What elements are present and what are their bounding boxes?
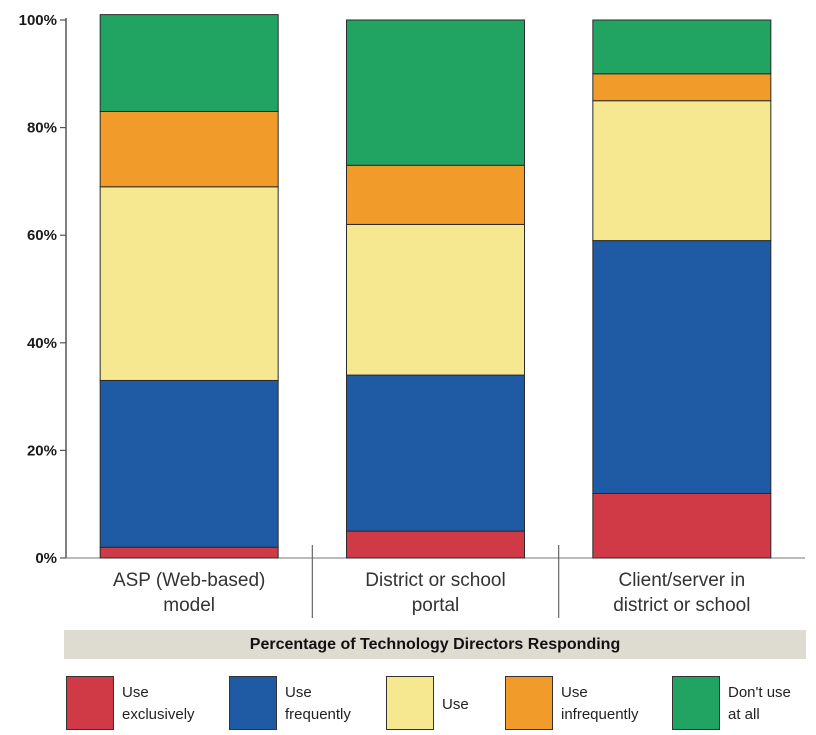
bar-segment-use-infrequently bbox=[99, 110, 279, 188]
x-category-label: portal bbox=[412, 595, 460, 616]
bar-segment-use bbox=[346, 223, 525, 376]
legend-label-line1: Use bbox=[561, 684, 588, 701]
bar-segment-use bbox=[99, 186, 279, 381]
bar-segment-use-infrequently bbox=[592, 73, 772, 102]
legend-swatch-use-exclusively bbox=[66, 676, 114, 730]
y-tick-label: 20% bbox=[27, 442, 57, 459]
bar-segment-use-exclusively bbox=[346, 530, 525, 559]
legend-label-line1: Use bbox=[285, 684, 312, 701]
x-category-label: Client/server in bbox=[618, 570, 745, 591]
x-category-label: district or school bbox=[613, 595, 750, 616]
bar-segment-use-frequently bbox=[346, 374, 525, 532]
legend-swatch-use-infrequently bbox=[505, 676, 553, 730]
legend-label-line2: frequently bbox=[285, 706, 351, 723]
legend-swatch-use-frequently bbox=[229, 676, 277, 730]
bar-segment-use-exclusively bbox=[99, 546, 279, 559]
legend-swatch-use bbox=[386, 676, 434, 730]
bar-segment-don-t-use-at-all bbox=[346, 19, 525, 166]
x-category-label: model bbox=[163, 595, 215, 616]
stacked-bar-chart: 0% 20% 40% 60% 80% 100% ASP (Web-based) model Di… bbox=[19, 12, 805, 618]
legend-label-line2: exclusively bbox=[122, 706, 195, 723]
legend-label-line2: at all bbox=[728, 706, 760, 723]
bar-segment-use-exclusively bbox=[592, 492, 772, 559]
chart-title-band: Percentage of Technology Directors Respo… bbox=[64, 630, 806, 659]
bar-segment-don-t-use-at-all bbox=[592, 19, 772, 75]
bar-segment-use-frequently bbox=[99, 379, 279, 548]
legend-swatch-dont-use-at-all bbox=[672, 676, 720, 730]
x-category-label: ASP (Web-based) bbox=[113, 570, 265, 591]
y-tick-label: 100% bbox=[19, 12, 57, 29]
y-tick-label: 40% bbox=[27, 335, 57, 352]
y-tick-label: 60% bbox=[27, 227, 57, 244]
y-tick-label: 80% bbox=[27, 120, 57, 137]
bar-segment-use-infrequently bbox=[346, 164, 525, 225]
legend-label-line2: infrequently bbox=[561, 706, 639, 723]
y-tick-label: 0% bbox=[35, 550, 57, 567]
bar-segment-use bbox=[592, 100, 772, 242]
legend-label-line1: Use bbox=[122, 684, 149, 701]
bar-segment-use-frequently bbox=[592, 240, 772, 494]
chart-title: Percentage of Technology Directors Respo… bbox=[249, 635, 621, 653]
bar-segment-don-t-use-at-all bbox=[99, 14, 279, 112]
legend-label-line1: Don't use bbox=[728, 684, 791, 701]
x-category-label: District or school bbox=[365, 570, 505, 591]
legend: Use exclusively Use frequently Use Use i… bbox=[0, 674, 816, 734]
legend-label-line1: Use bbox=[442, 696, 469, 713]
